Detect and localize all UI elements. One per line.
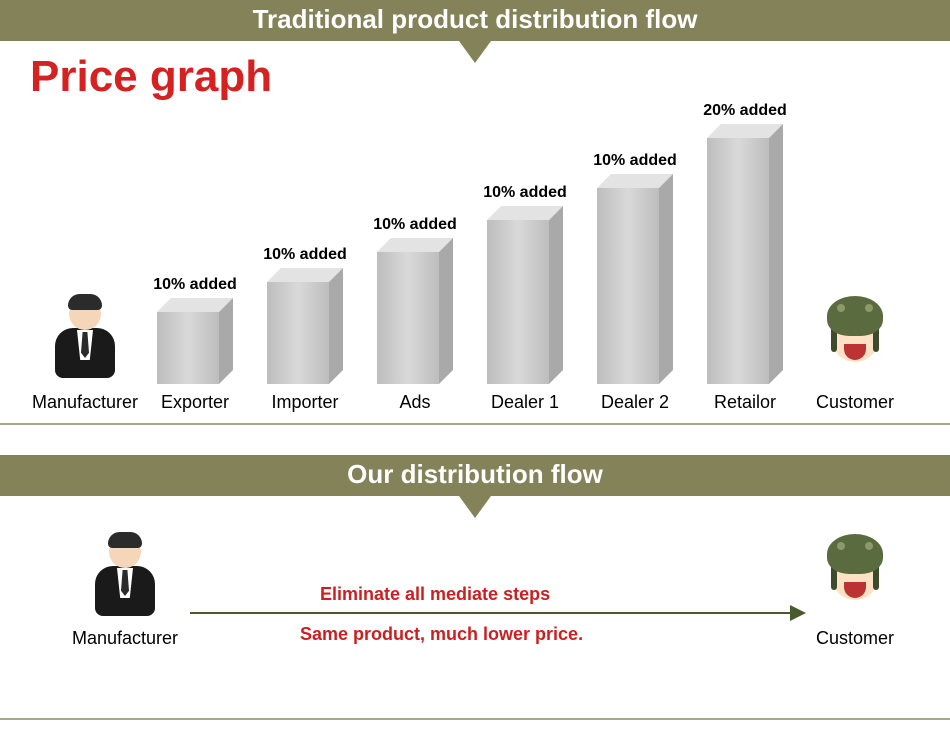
triangle-down-icon [459, 41, 491, 63]
axis-label: Dealer 1 [470, 392, 580, 413]
businessman-icon [85, 532, 165, 622]
bar-added-label: 10% added [250, 246, 360, 264]
axis-label: Importer [250, 392, 360, 413]
flow-customer: Customer [790, 532, 920, 649]
chart-col-importer: 10% added Importer [250, 246, 360, 413]
chart-col-manufacturer: Manufacturer [30, 294, 140, 413]
our-flow-section: Our distribution flow Manufacturer Elimi… [0, 455, 950, 720]
axis-label: Retailor [690, 392, 800, 413]
bar-3d [377, 238, 453, 384]
flow-left-label: Manufacturer [60, 628, 190, 649]
businessman-icon [45, 294, 125, 384]
bar-added-label: 10% added [140, 276, 250, 294]
chart-col-customer: Customer [800, 294, 910, 413]
flow-manufacturer: Manufacturer [60, 532, 190, 649]
flow-right-label: Customer [790, 628, 920, 649]
axis-label: Ads [360, 392, 470, 413]
customer-icon [815, 294, 895, 384]
bar-added-label: 10% added [470, 184, 580, 202]
bar-added-label: 20% added [690, 102, 800, 120]
message-top: Eliminate all mediate steps [320, 584, 550, 605]
direct-flow-diagram: Manufacturer Eliminate all mediate steps… [0, 532, 950, 702]
our-flow-banner: Our distribution flow [0, 455, 950, 496]
bar-added-label: 10% added [580, 152, 690, 170]
bar-3d [487, 206, 563, 384]
traditional-banner: Traditional product distribution flow [0, 0, 950, 41]
axis-label: Exporter [140, 392, 250, 413]
bar-3d [707, 124, 783, 384]
price-bar-chart: Manufacturer 10% added Exporter 10% added Im… [0, 73, 950, 413]
chart-col-exporter: 10% added Exporter [140, 276, 250, 413]
flow-arrow-line [190, 612, 790, 614]
bar-3d [597, 174, 673, 384]
axis-label: Dealer 2 [580, 392, 690, 413]
customer-icon [815, 532, 895, 622]
axis-label: Customer [800, 392, 910, 413]
chart-col-retailor: 20% added Retailor [690, 102, 800, 413]
traditional-flow-section: Traditional product distribution flow Pr… [0, 0, 950, 425]
bar-added-label: 10% added [360, 216, 470, 234]
bar-3d [157, 298, 233, 384]
chart-col-dealer1: 10% added Dealer 1 [470, 184, 580, 413]
bar-3d [267, 268, 343, 384]
triangle-down-icon [459, 496, 491, 518]
message-bottom: Same product, much lower price. [300, 624, 583, 645]
chart-col-ads: 10% added Ads [360, 216, 470, 413]
chart-col-dealer2: 10% added Dealer 2 [580, 152, 690, 413]
axis-label: Manufacturer [30, 392, 140, 413]
